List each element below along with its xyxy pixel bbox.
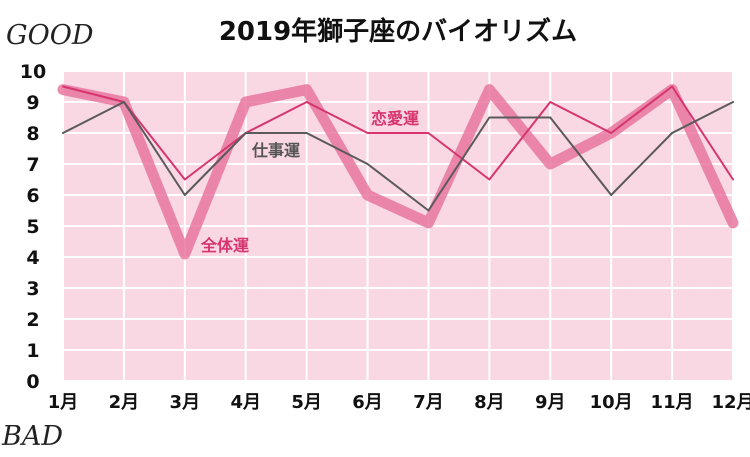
series-line-work [62,101,734,212]
x-tick-label: 3月 [170,392,201,413]
x-tick-label: 7月 [413,392,444,413]
chart-title: 2019年獅子座のバイオリズム [219,16,577,47]
y-tick-label: 4 [26,247,39,269]
y-tick-label: 0 [26,371,39,393]
x-tick-label: 9月 [535,392,566,413]
series-line-love [62,85,734,181]
y-axis-ticks: 0 1 2 3 4 5 6 7 8 9 10 [20,61,46,393]
y-tick-label: 8 [26,123,39,145]
y-tick-label: 6 [26,185,39,207]
y-tick-label: 3 [26,278,39,300]
y-tick-label: 7 [26,154,39,176]
good-label: GOOD [6,20,94,51]
series-label-work: 仕事運 [251,141,300,160]
y-tick-label: 2 [26,309,39,331]
series-label-love: 恋愛運 [371,109,419,128]
bad-label: BAD [1,421,63,452]
x-tick-label: 11月 [651,392,694,413]
y-tick-label: 5 [26,216,39,238]
series-label-overall: 全体運 [200,236,249,255]
grid [62,70,734,382]
series-lines [57,84,739,260]
y-tick-label: 9 [26,92,39,114]
x-tick-label: 12月 [711,392,750,413]
x-tick-label: 10月 [590,392,633,413]
x-tick-label: 4月 [230,392,261,413]
x-tick-label: 1月 [48,392,79,413]
y-tick-label: 1 [26,340,39,362]
y-tick-label: 10 [20,61,46,83]
x-tick-label: 5月 [291,392,322,413]
x-tick-label: 8月 [474,392,505,413]
x-tick-label: 6月 [352,392,383,413]
x-axis-ticks: 1月 2月 3月 4月 5月 6月 7月 8月 9月 10月 11月 12月 [48,392,750,413]
x-tick-label: 2月 [109,392,140,413]
